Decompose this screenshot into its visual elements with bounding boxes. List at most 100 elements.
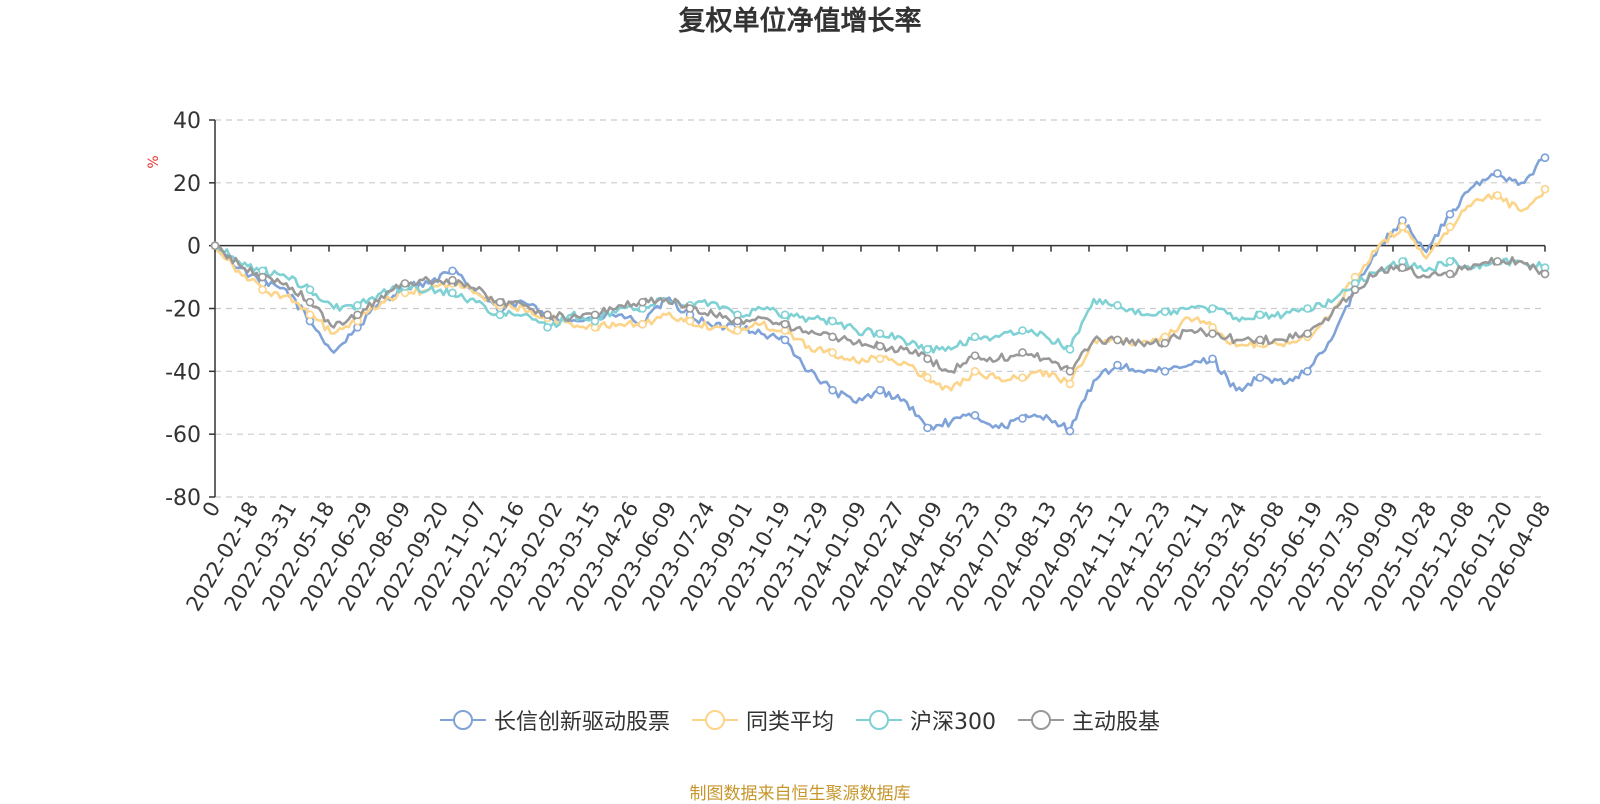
data-point: [733, 326, 742, 335]
data-point: [1065, 426, 1075, 436]
data-point: [258, 285, 267, 294]
data-point: [828, 316, 837, 326]
data-point: [1350, 285, 1360, 294]
data-point: [828, 332, 837, 342]
data-point: [543, 310, 552, 320]
data-point: [1065, 345, 1075, 354]
data-point: [923, 423, 932, 433]
legend-peer-average-icon: [691, 710, 738, 730]
y-tick-label: 0: [187, 235, 201, 260]
legend: 长信创新驱动股票 同类平均 沪深300 主动股基: [0, 704, 1600, 736]
legend-label-peer-average: 同类平均: [745, 710, 834, 735]
data-point: [1540, 269, 1550, 279]
data-point: [1160, 338, 1170, 348]
data-point: [1113, 335, 1122, 345]
data-point: [305, 297, 315, 307]
data-point: [1493, 169, 1502, 178]
data-point: [1303, 367, 1312, 376]
data-point: [1398, 263, 1407, 272]
data-point: [1493, 191, 1502, 200]
data-point: [1445, 257, 1455, 266]
data-point: [305, 310, 315, 320]
data-point: [828, 348, 837, 357]
data-point: [1208, 329, 1217, 338]
data-point: [1445, 209, 1455, 219]
data-point: [210, 241, 220, 250]
data-point: [448, 266, 457, 276]
data-point: [1160, 307, 1170, 316]
data-point: [875, 341, 885, 351]
data-point: [1255, 310, 1265, 320]
data-point: [733, 316, 742, 326]
data-point: [1445, 269, 1455, 279]
data-point: [685, 316, 695, 326]
data-point: [1018, 348, 1027, 357]
data-point: [1208, 354, 1217, 364]
legend-label-csi300: 沪深300: [910, 710, 996, 735]
data-point: [1065, 379, 1075, 389]
data-point: [495, 297, 505, 307]
data-point: [543, 323, 552, 332]
series-lines: [210, 153, 1550, 436]
data-point: [1445, 222, 1455, 232]
y-tick-label: -20: [165, 298, 201, 323]
data-point: [923, 373, 932, 382]
data-point: [1540, 153, 1550, 162]
data-point: [875, 329, 885, 338]
y-tick-label: -80: [165, 486, 201, 511]
data-point: [1493, 257, 1502, 266]
data-point: [1113, 360, 1122, 370]
legend-fund-icon: [439, 710, 486, 730]
data-point: [1018, 326, 1027, 335]
data-point: [780, 310, 790, 320]
data-point: [780, 335, 790, 345]
data-point: [448, 275, 457, 285]
data-point: [780, 319, 790, 329]
legend-item-active-equity[interactable]: 主动股基: [1018, 704, 1160, 736]
data-point: [970, 411, 980, 420]
data-point: [258, 272, 267, 282]
source-note: 制图数据来自恒生聚源数据库: [689, 784, 911, 804]
y-axis-unit: %: [146, 155, 162, 168]
y-tick-label: -60: [165, 423, 201, 448]
data-point: [1208, 304, 1217, 313]
data-point: [828, 385, 837, 395]
legend-item-peer-average[interactable]: 同类平均: [691, 704, 834, 736]
legend-csi300-icon: [856, 710, 902, 730]
data-point: [1065, 367, 1075, 376]
y-tick-label: 20: [173, 172, 201, 197]
data-point: [1018, 414, 1027, 423]
data-point: [685, 304, 695, 313]
data-point: [970, 351, 980, 360]
data-point: [1398, 222, 1407, 232]
data-point: [1255, 373, 1265, 382]
data-point: [970, 367, 980, 376]
data-point: [638, 319, 647, 329]
series-3: [210, 241, 1550, 376]
series-0: [210, 153, 1550, 436]
y-tick-label: 40: [173, 109, 201, 134]
data-point: [1303, 304, 1312, 313]
data-point: [923, 345, 932, 354]
data-point: [305, 285, 315, 294]
gridlines: [215, 119, 1545, 498]
data-point: [923, 354, 932, 364]
data-point: [638, 297, 647, 307]
data-point: [1160, 367, 1170, 376]
data-point: [1018, 373, 1027, 382]
data-point: [353, 301, 362, 310]
legend-active-equity-icon: [1018, 710, 1064, 730]
legend-label-fund: 长信创新驱动股票: [493, 710, 670, 735]
legend-item-csi300[interactable]: 沪深300: [856, 704, 996, 736]
x-tick-label: 0: [198, 498, 225, 522]
data-point: [875, 354, 885, 364]
data-point: [1255, 335, 1265, 345]
data-point: [1540, 184, 1550, 194]
data-point: [875, 385, 885, 395]
legend-label-active-equity: 主动股基: [1072, 710, 1161, 735]
data-point: [353, 310, 362, 320]
data-point: [448, 288, 457, 298]
y-tick-label: -40: [165, 360, 201, 385]
legend-item-fund[interactable]: 长信创新驱动股票: [439, 704, 670, 736]
